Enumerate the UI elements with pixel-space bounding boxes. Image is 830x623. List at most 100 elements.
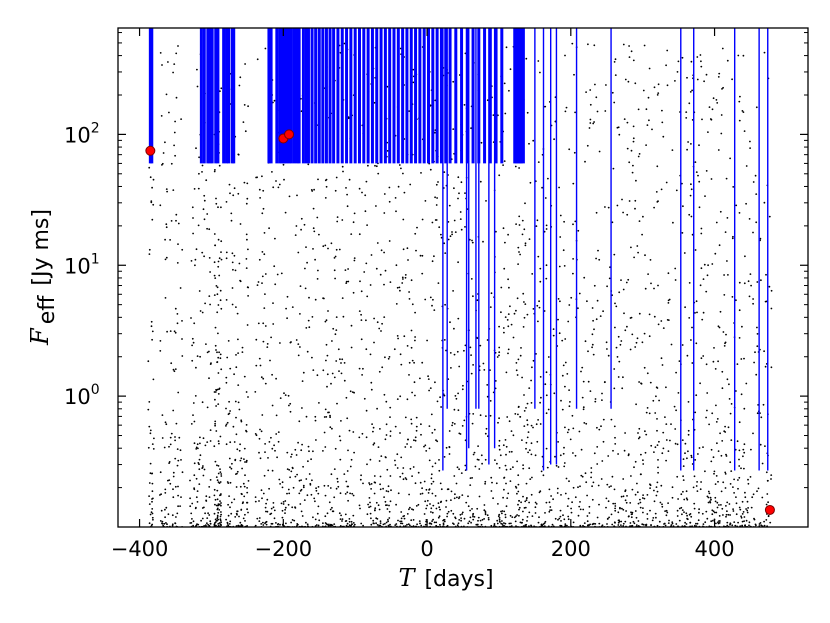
scatter-point	[727, 513, 730, 516]
scatter-point	[455, 397, 458, 400]
scatter-point	[314, 500, 316, 503]
scatter-point	[218, 509, 221, 511]
scatter-point	[247, 248, 249, 251]
scatter-point	[690, 188, 693, 191]
scatter-point	[457, 392, 459, 395]
scatter-point	[676, 71, 679, 73]
scatter-point	[407, 438, 409, 441]
scatter-point	[198, 172, 200, 175]
scatter-point	[295, 225, 298, 227]
scatter-point	[526, 436, 529, 439]
scatter-point	[369, 284, 372, 286]
scatter-point	[611, 91, 614, 94]
scatter-point	[471, 508, 473, 510]
scatter-point	[181, 248, 184, 251]
scatter-point	[213, 523, 216, 526]
scatter-point	[174, 154, 177, 157]
scatter-point	[525, 499, 528, 501]
scatter-point	[432, 504, 435, 507]
scatter-point	[213, 391, 216, 393]
scatter-point	[619, 507, 621, 510]
scatter-point	[452, 128, 455, 131]
scatter-point	[712, 97, 715, 100]
scatter-point	[712, 456, 715, 459]
scatter-point	[448, 453, 451, 455]
scatter-point	[643, 497, 646, 500]
scatter-point	[742, 455, 744, 458]
scatter-point	[333, 376, 336, 379]
scatter-point	[309, 483, 312, 486]
scatter-point	[247, 286, 250, 289]
scatter-point	[517, 483, 520, 486]
scatter-point	[241, 524, 244, 527]
scatter-point	[314, 298, 317, 301]
scatter-point	[585, 91, 587, 93]
scatter-point	[722, 86, 724, 89]
scatter-point	[650, 524, 652, 526]
scatter-point	[151, 338, 154, 341]
scatter-point	[202, 465, 204, 467]
scatter-point	[176, 322, 179, 325]
scatter-point	[512, 466, 514, 469]
scatter-point	[151, 500, 153, 503]
scatter-point	[426, 339, 428, 342]
scatter-point	[504, 112, 507, 115]
scatter-point	[214, 326, 217, 329]
scatter-point	[427, 378, 430, 380]
scatter-point	[752, 432, 754, 435]
scatter-point	[581, 475, 584, 478]
scatter-point	[237, 524, 240, 527]
scatter-point	[733, 492, 735, 494]
scatter-point	[503, 331, 505, 334]
scatter-point	[682, 475, 684, 478]
scatter-point	[402, 278, 404, 280]
scatter-point	[386, 468, 389, 471]
scatter-point	[431, 304, 433, 307]
scatter-point	[245, 424, 248, 426]
scatter-point	[743, 451, 746, 454]
scatter-point	[383, 283, 385, 286]
scatter-point	[244, 513, 246, 516]
scatter-point	[359, 280, 361, 283]
scatter-point	[362, 367, 364, 370]
scatter-point	[573, 73, 575, 76]
scatter-point	[614, 507, 616, 510]
scatter-point	[646, 407, 649, 409]
scatter-point	[705, 510, 708, 513]
scatter-point	[396, 453, 399, 456]
scatter-point	[261, 275, 264, 278]
scatter-point	[288, 404, 290, 407]
scatter-point	[329, 416, 331, 419]
scatter-point	[648, 119, 650, 122]
scatter-point	[193, 188, 196, 190]
scatter-point	[725, 333, 727, 336]
scatter-point	[385, 490, 388, 492]
scatter-point	[164, 488, 167, 491]
scatter-point	[521, 233, 524, 236]
scatter-point	[682, 465, 685, 467]
scatter-point	[617, 335, 620, 338]
scatter-point	[472, 413, 475, 415]
scatter-point	[622, 43, 625, 46]
scatter-point	[558, 265, 561, 268]
scatter-point	[687, 401, 690, 403]
scatter-point	[239, 443, 242, 446]
scatter-point	[204, 444, 207, 447]
scatter-point	[428, 447, 431, 450]
scatter-point	[651, 519, 654, 522]
scatter-point	[377, 446, 380, 448]
scatter-point	[586, 300, 588, 303]
scatter-point	[538, 300, 540, 303]
scatter-point	[626, 495, 628, 497]
scatter-point	[333, 523, 336, 525]
scatter-point	[735, 390, 737, 392]
scatter-point	[164, 516, 167, 519]
scatter-point	[438, 226, 441, 229]
scatter-point	[372, 519, 375, 522]
scatter-point	[284, 506, 287, 509]
scatter-point	[225, 425, 227, 427]
scatter-point	[514, 520, 517, 523]
scatter-point	[314, 258, 316, 261]
scatter-point	[630, 475, 632, 477]
scatter-point	[600, 478, 603, 480]
